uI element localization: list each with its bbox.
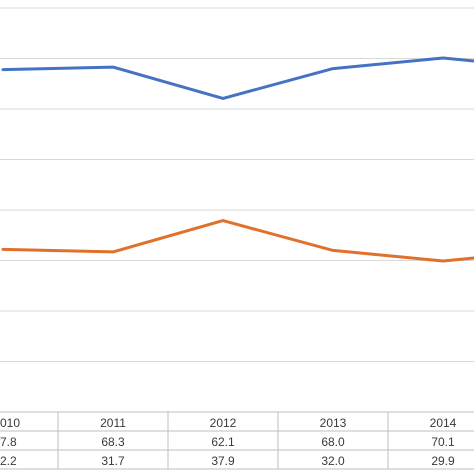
data-label: 37.9 — [211, 454, 235, 468]
series-lines — [1, 56, 474, 263]
data-label: 62.1 — [211, 435, 235, 449]
data-label: 68.3 — [101, 435, 125, 449]
data-label: 70.1 — [431, 435, 455, 449]
data-label: 31.7 — [101, 454, 125, 468]
category-label: 2012 — [210, 416, 237, 430]
data-label: 68.0 — [321, 435, 345, 449]
category-label: 010 — [0, 416, 20, 430]
series-line-2 — [1, 219, 474, 263]
data-label: 32.0 — [321, 454, 345, 468]
data-table-grid — [0, 411, 474, 470]
data-label: 2.2 — [0, 454, 17, 468]
gridlines — [0, 7, 474, 362]
data-table: 010 2011 2012 2013 2014 7.8 68.3 62.1 68.0 70.1 2.… — [0, 416, 457, 468]
data-label: 7.8 — [0, 435, 17, 449]
data-label: 29.9 — [431, 454, 455, 468]
category-label: 2011 — [100, 416, 126, 430]
series-line-1 — [1, 56, 474, 100]
category-label: 2014 — [430, 416, 457, 430]
category-label: 2013 — [320, 416, 347, 430]
